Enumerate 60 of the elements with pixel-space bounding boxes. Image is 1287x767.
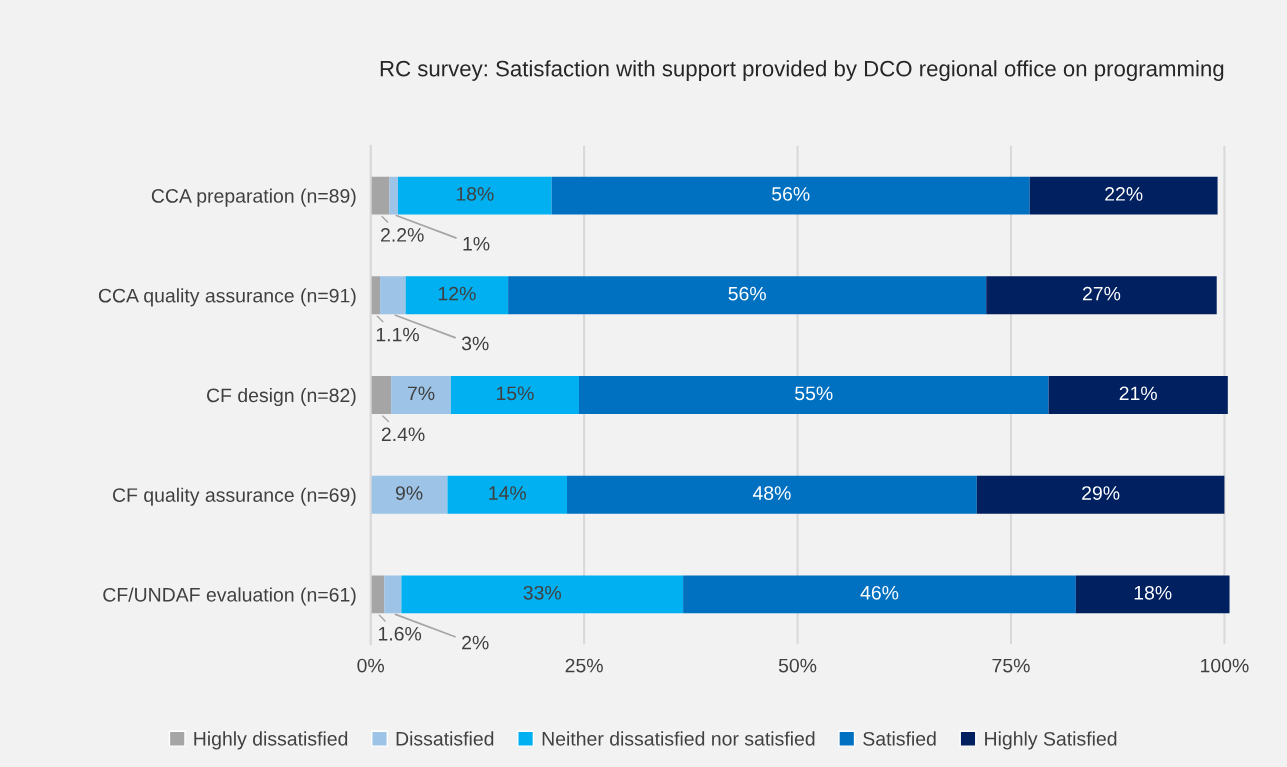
bar (380, 276, 406, 315)
data-label: 1.1% (376, 327, 419, 342)
data-label: 27% (1082, 286, 1121, 301)
bar (508, 276, 987, 315)
data-label: 1% (463, 236, 490, 251)
data-label: 2.2% (381, 228, 424, 242)
bar (389, 176, 398, 215)
bar (567, 475, 977, 514)
bar (1075, 575, 1230, 614)
bar (1048, 376, 1228, 414)
x-tick-label: 50% (778, 658, 817, 673)
data-label: 7% (407, 386, 435, 401)
data-label: 2% (462, 635, 489, 650)
legend-label: Neither dissatisfied nor satisfied (542, 731, 815, 746)
x-tick-label: 25% (565, 658, 603, 673)
y-tick-label: CF design (n=82) (206, 387, 356, 407)
y-tick-label: CCA preparation (n=89) (151, 188, 356, 207)
bar (401, 575, 684, 614)
bar (551, 176, 1030, 215)
bar (370, 475, 448, 514)
data-label: 55% (795, 386, 833, 401)
data-label: 1.6% (378, 626, 422, 641)
data-label: 29% (1082, 486, 1120, 500)
x-tick-label: 100% (1201, 658, 1249, 673)
legend-label: Satisfied (863, 731, 936, 746)
data-label: 9% (395, 486, 423, 500)
bar (391, 376, 451, 414)
data-label: 46% (860, 585, 899, 600)
bar (976, 475, 1225, 514)
bar (986, 276, 1217, 315)
y-tick-label: CF quality assurance (n=69) (112, 487, 356, 506)
bar (447, 475, 568, 514)
x-tick-label: 75% (992, 658, 1030, 673)
data-label: 48% (752, 486, 791, 500)
bar (683, 575, 1076, 614)
data-label: 56% (772, 187, 810, 201)
x-tick-label: 0% (357, 658, 385, 673)
legend-label: Highly Satisfied (985, 731, 1117, 750)
y-tick-label: CCA quality assurance (n=91) (98, 288, 356, 307)
bar (578, 376, 1049, 414)
data-label: 18% (1134, 585, 1172, 600)
bar (397, 176, 552, 215)
data-label: 56% (728, 286, 766, 301)
data-label: 3% (461, 336, 489, 351)
chart-title: RC survey: Satisfaction with support provided by DCO regional office on programming (380, 60, 1224, 81)
bar (450, 376, 579, 414)
legend-label: Dissatisfied (396, 731, 494, 746)
data-label: 21% (1119, 386, 1157, 401)
y-tick-label: CF/UNDAF evaluation (n=61) (103, 587, 356, 606)
data-label: 14% (489, 486, 527, 500)
legend-label: Highly dissatisfied (194, 731, 348, 750)
data-label: 15% (496, 386, 534, 401)
bar (384, 575, 402, 614)
bar (405, 276, 509, 315)
data-label: 12% (438, 286, 476, 301)
bar (1029, 176, 1218, 215)
data-label: 22% (1105, 187, 1143, 201)
data-label: 33% (523, 585, 562, 600)
data-label: 2.4% (381, 427, 425, 442)
data-label: 18% (456, 187, 494, 201)
